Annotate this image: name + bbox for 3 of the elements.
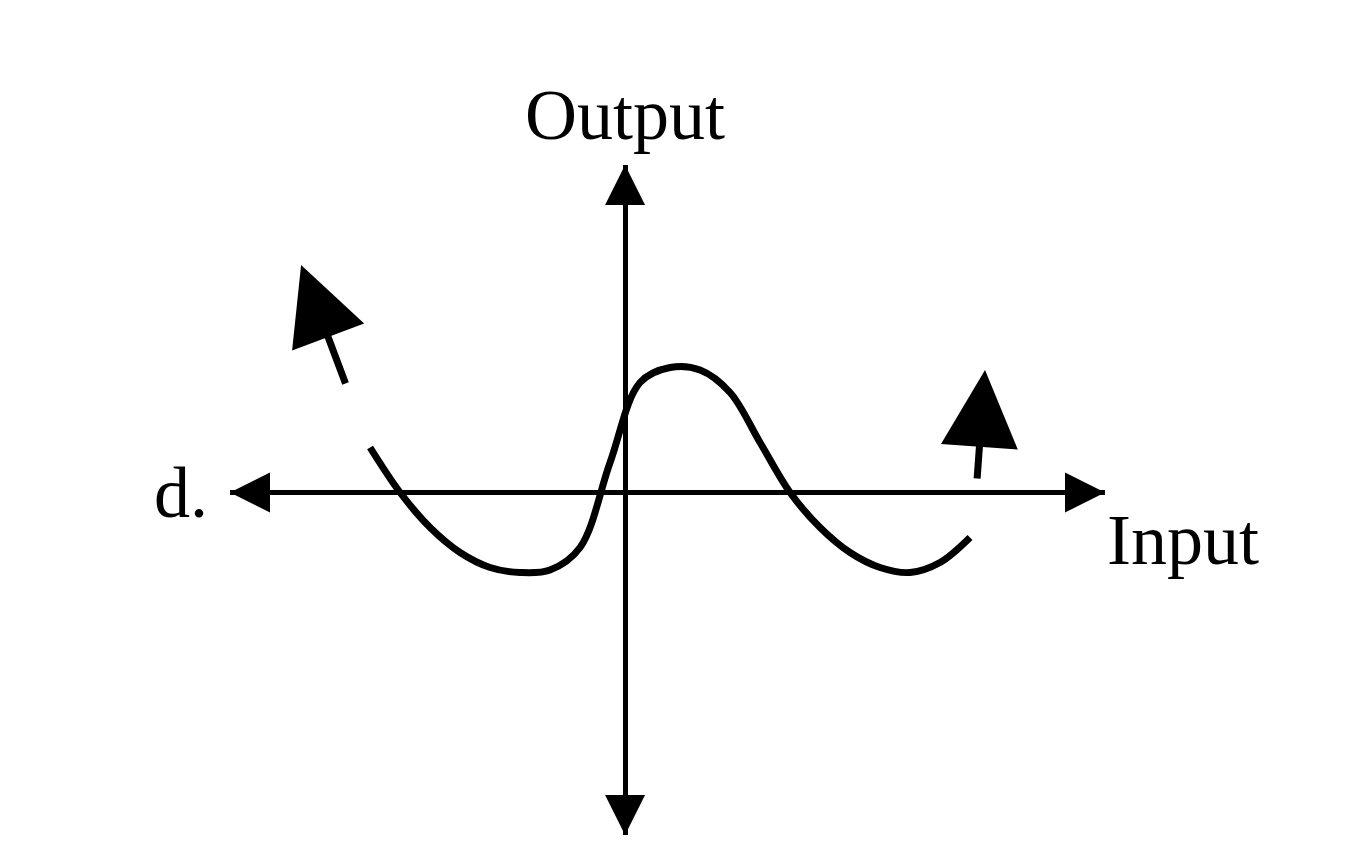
y-axis-title: Output: [525, 75, 726, 155]
text: d.: [154, 453, 208, 533]
x-axis-title: Input: [1107, 500, 1259, 580]
